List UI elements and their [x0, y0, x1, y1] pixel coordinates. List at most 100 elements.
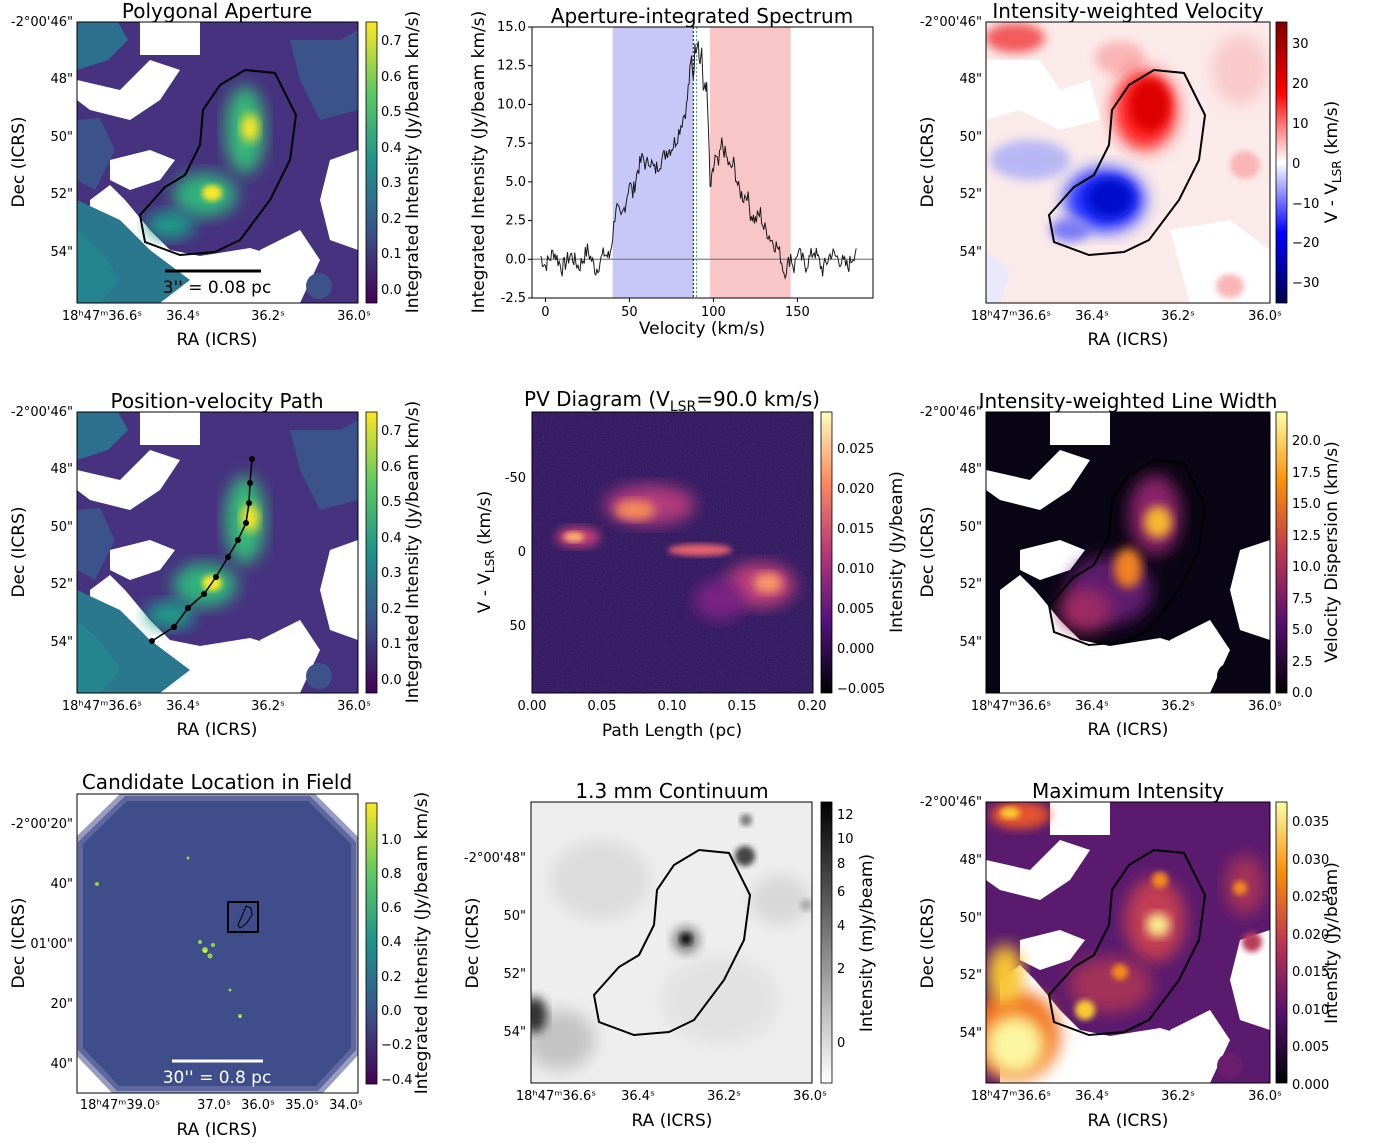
- p8-yticks: -2°00'48" 50" 52" 54": [464, 851, 526, 1040]
- p6-cbar-tick: 2.5: [1292, 655, 1313, 670]
- p3-cbar-ticks: 30 20 10 0 −10 −20 −30: [1292, 37, 1319, 291]
- p5-cbar-tick: −0.005: [837, 682, 885, 697]
- p5-cbar-label: Intensity (Jy/beam): [887, 471, 907, 633]
- p1-cbar-tick: 0.0: [381, 283, 402, 298]
- p1-cbar-tick: 0.3: [381, 176, 402, 191]
- p3-cbar-tick: 20: [1292, 77, 1309, 92]
- p3-cbar-label: V - VLSR (km/s): [1322, 101, 1344, 224]
- p6-cbar-tick: 15.0: [1292, 497, 1321, 512]
- panel-spectrum: 0 50 100 150 -2.5 0.0 2.5 5.0 7.5 10.0 12.5 15.0 Ap…: [469, 4, 874, 339]
- p3-cbar-tick: 10: [1292, 117, 1309, 132]
- p9-title: Maximum Intensity: [1032, 779, 1224, 803]
- p4-cbar-ticks: 0.7 0.6 0.5 0.4 0.3 0.2 0.1 0.0: [381, 424, 402, 688]
- p3-cbar-tick: −30: [1292, 276, 1319, 291]
- p4-ytick-5: 54": [50, 635, 73, 650]
- p5-colorbar: [820, 411, 833, 694]
- x-tick-label: 50: [621, 305, 638, 320]
- p9-cbar-label: Intensity (Jy/beam): [1322, 862, 1342, 1024]
- p7-ytick-4: 20": [50, 997, 73, 1012]
- p8-ytick-2: 50": [503, 909, 526, 924]
- p8-cbar-ticks: 12 10 8 6 4 2 0: [837, 808, 854, 1051]
- y-tick-label: 15.0: [497, 20, 526, 35]
- p3-cbar-tick: 0: [1292, 157, 1300, 172]
- p3-xlabel: RA (ICRS): [1088, 330, 1169, 350]
- p4-intensity-map: [77, 412, 358, 693]
- p6-xtick-1: 18ʰ47ᵐ36.6ˢ: [971, 699, 1051, 714]
- p4-cbar-label: Integrated Intensity (Jy/beam km/s): [403, 401, 423, 704]
- p6-ytick-2: 48": [959, 462, 982, 477]
- p6-cbar-tick: 12.5: [1292, 529, 1321, 544]
- p1-colorbar: [365, 21, 378, 304]
- p1-intensity-map: [77, 22, 358, 303]
- p8-xtick-4: 36.0ˢ: [793, 1089, 827, 1104]
- p5-cbar-ticks: 0.025 0.020 0.015 0.010 0.005 0.000 −0.0…: [837, 442, 885, 697]
- y-tick-label: 5.0: [505, 175, 526, 190]
- p9-xtick-1: 18ʰ47ᵐ36.6ˢ: [971, 1089, 1051, 1104]
- p4-cbar-tick: 0.0: [381, 673, 402, 688]
- p7-ytick-5: 40": [50, 1057, 73, 1072]
- p6-title: Intensity-weighted Line Width: [979, 389, 1278, 413]
- p1-scalebar-label: 3'' = 0.08 pc: [163, 278, 272, 298]
- p1-ylabel: Dec (ICRS): [9, 116, 29, 207]
- p8-cbar-tick: 10: [837, 832, 854, 847]
- p8-title: 1.3 mm Continuum: [575, 779, 768, 803]
- p1-cbar-tick: 0.4: [381, 141, 402, 156]
- p5-xtick-5: 0.20: [798, 699, 827, 714]
- p5-xlabel: Path Length (pc): [602, 721, 742, 741]
- p6-cbar-tick: 5.0: [1292, 623, 1313, 638]
- p9-xticks: 18ʰ47ᵐ36.6ˢ 36.4ˢ 36.2ˢ 36.0ˢ: [971, 1089, 1282, 1104]
- p8-ytick-3: 52": [503, 967, 526, 982]
- p6-cbar-tick: 20.0: [1292, 434, 1321, 449]
- p9-ytick-4: 52": [959, 968, 982, 983]
- p8-cbar-tick: 6: [837, 885, 845, 900]
- panel-max-intensity: Maximum Intensity RA (ICRS) Dec (ICRS) 1…: [918, 779, 1342, 1131]
- p5-xtick-4: 0.15: [728, 699, 757, 714]
- p7-cbar-tick: 0.0: [381, 1004, 402, 1019]
- p1-ytick-2: 48": [50, 72, 73, 87]
- p6-cbar-tick: 0.0: [1292, 686, 1313, 701]
- p8-xticks: 18ʰ47ᵐ36.6ˢ 36.4ˢ 36.2ˢ 36.0ˢ: [516, 1089, 827, 1104]
- panel-polygonal-aperture: 3'' = 0.08 pc Polygonal Aperture RA (ICR…: [9, 0, 423, 350]
- p7-xlabel: RA (ICRS): [177, 1120, 258, 1140]
- p5-ytick-1: -50: [505, 471, 526, 486]
- x-tick-label: 0: [541, 305, 549, 320]
- p9-ytick-5: 54": [959, 1026, 982, 1041]
- p8-cbar-tick: 8: [837, 857, 845, 872]
- p3-cbar-tick: −20: [1292, 236, 1319, 251]
- p7-cbar-tick: −0.4: [381, 1073, 413, 1088]
- p7-xtick-4: 35.0ˢ: [285, 1098, 319, 1113]
- p7-cbar-ticks: 1.0 0.8 0.6 0.4 0.2 0.0 −0.2 −0.4: [381, 833, 413, 1088]
- p9-max-intensity-map: [986, 802, 1270, 1083]
- p3-colorbar: [1275, 21, 1288, 304]
- p1-cbar-tick: 0.6: [381, 70, 402, 85]
- p5-cbar-tick: 0.005: [837, 602, 874, 617]
- p1-cbar-tick: 0.7: [381, 34, 402, 49]
- p4-ylabel: Dec (ICRS): [9, 506, 29, 597]
- p8-xlabel: RA (ICRS): [632, 1111, 713, 1131]
- p6-ylabel: Dec (ICRS): [918, 506, 938, 597]
- p8-colorbar: [820, 801, 833, 1084]
- p4-xticks: 18ʰ47ᵐ36.6ˢ 36.4ˢ 36.2ˢ 36.0ˢ: [62, 699, 371, 714]
- p9-ylabel: Dec (ICRS): [918, 897, 938, 988]
- p1-cbar-tick: 0.1: [381, 247, 402, 262]
- p1-xtick-2: 36.4ˢ: [166, 309, 200, 324]
- p9-cbar-tick: 0.030: [1292, 853, 1329, 868]
- p1-xtick-4: 36.0ˢ: [337, 309, 371, 324]
- p3-velocity-map: [986, 22, 1270, 303]
- p9-ytick-2: 48": [959, 853, 982, 868]
- p6-ytick-4: 52": [959, 577, 982, 592]
- p4-ytick-1: -2°00'46": [11, 405, 73, 420]
- p8-cbar-tick: 2: [837, 962, 845, 977]
- p9-cbar-tick: 0.020: [1292, 928, 1329, 943]
- p4-cbar-tick: 0.4: [381, 531, 402, 546]
- p6-cbar-tick: 10.0: [1292, 560, 1321, 575]
- p7-colorbar: [365, 802, 378, 1085]
- p9-ytick-3: 50": [959, 911, 982, 926]
- p6-cbar-tick: 17.5: [1292, 466, 1321, 481]
- p5-cbar-tick: 0.025: [837, 442, 874, 457]
- panel-velocity: Intensity-weighted Velocity RA (ICRS) De…: [918, 0, 1344, 350]
- p8-ytick-4: 54": [503, 1025, 526, 1040]
- p4-cbar-tick: 0.6: [381, 460, 402, 475]
- p5-ytick-3: 50: [509, 619, 526, 634]
